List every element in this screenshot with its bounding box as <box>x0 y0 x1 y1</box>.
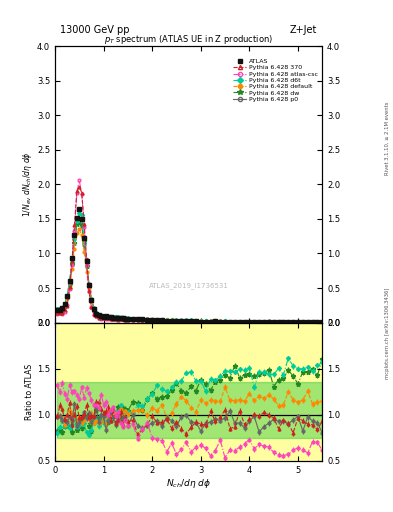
Text: mcplots.cern.ch [arXiv:1306.3436]: mcplots.cern.ch [arXiv:1306.3436] <box>385 287 389 378</box>
Title: $p_T$ spectrum (ATLAS UE in Z production): $p_T$ spectrum (ATLAS UE in Z production… <box>104 33 273 46</box>
Text: Rivet 3.1.10, ≥ 2.1M events: Rivet 3.1.10, ≥ 2.1M events <box>385 101 389 175</box>
Y-axis label: $1/N_{ev}\ dN_{ch}/d\eta\ d\phi$: $1/N_{ev}\ dN_{ch}/d\eta\ d\phi$ <box>21 152 34 217</box>
Text: Z+Jet: Z+Jet <box>290 25 317 35</box>
Text: ATLAS_2019_I1736531: ATLAS_2019_I1736531 <box>149 283 229 289</box>
Y-axis label: Ratio to ATLAS: Ratio to ATLAS <box>25 364 34 420</box>
X-axis label: $N_{ch}/d\eta\ d\phi$: $N_{ch}/d\eta\ d\phi$ <box>166 477 211 490</box>
Text: 13000 GeV pp: 13000 GeV pp <box>61 25 130 35</box>
Legend: ATLAS, Pythia 6.428 370, Pythia 6.428 atlas-csc, Pythia 6.428 d6t, Pythia 6.428 : ATLAS, Pythia 6.428 370, Pythia 6.428 at… <box>231 57 319 103</box>
